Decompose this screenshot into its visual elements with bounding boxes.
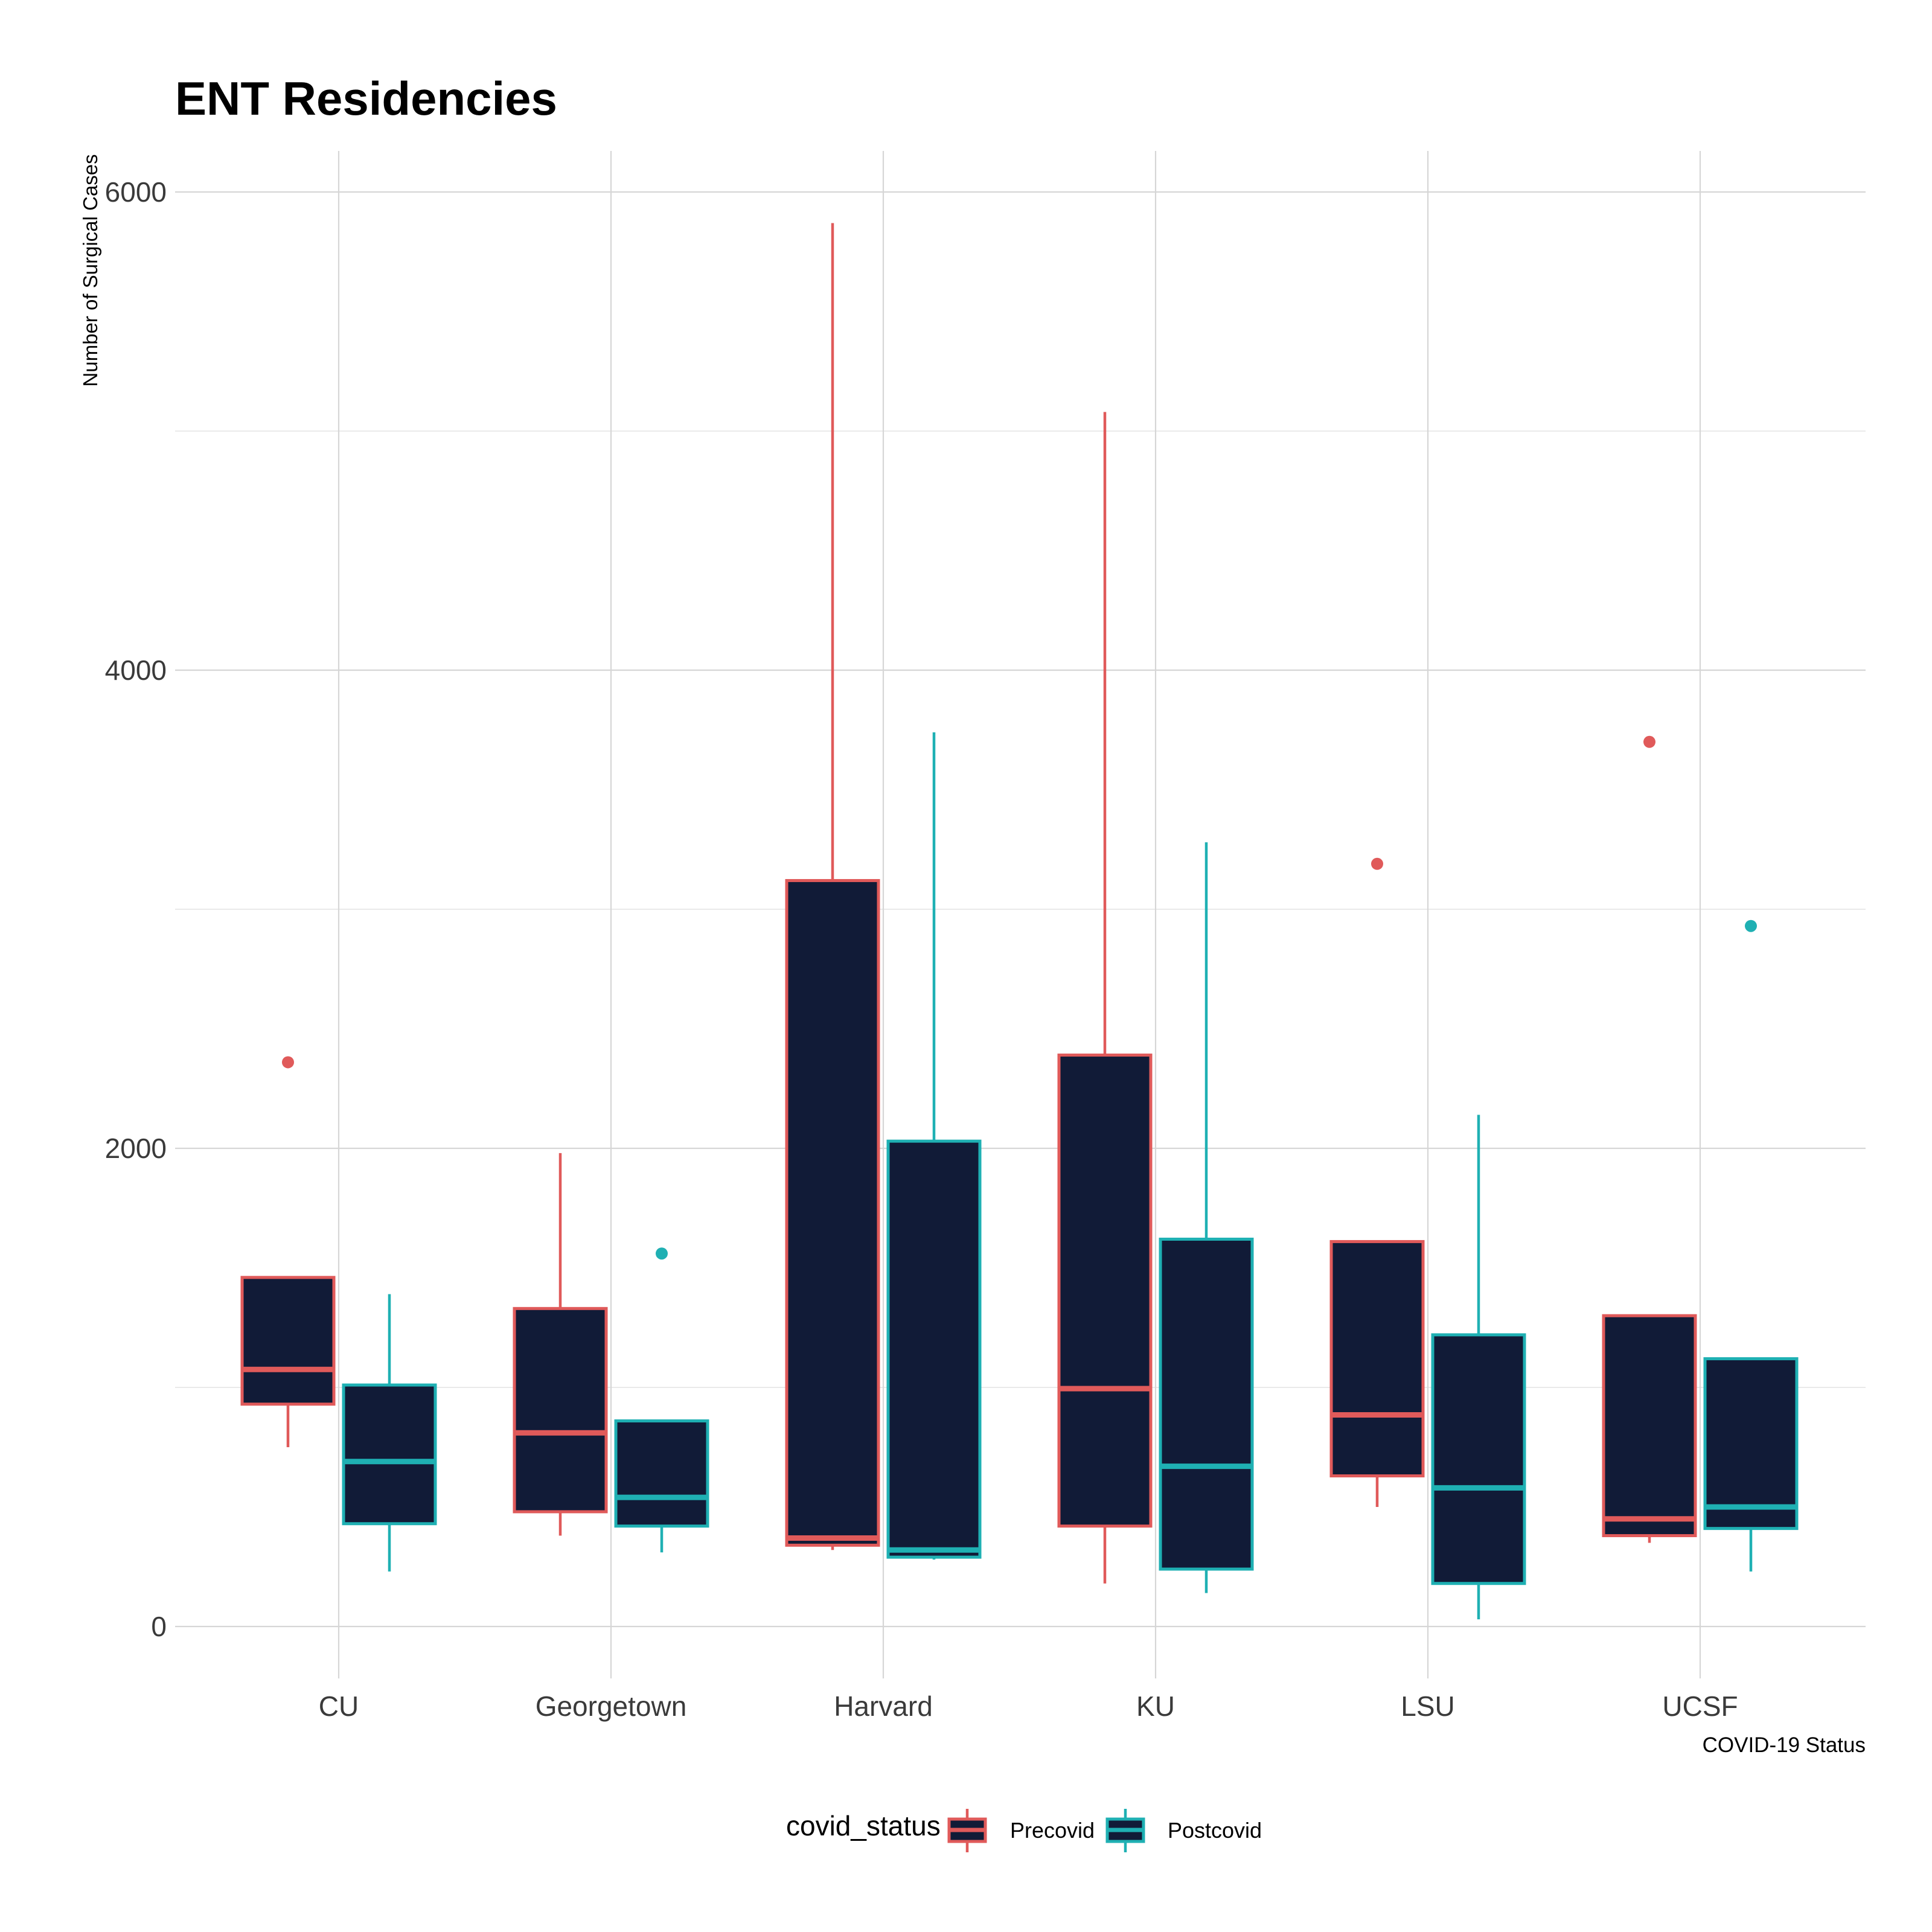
x-tick-label: UCSF (1662, 1690, 1738, 1722)
box-body (342, 1383, 437, 1526)
box-postcovid-ku (1159, 842, 1254, 1593)
x-tick-label: Harvard (834, 1690, 933, 1722)
box-body (785, 878, 880, 1547)
legend-items: Precovid Postcovid (947, 1809, 1262, 1852)
box-precovid-ucsf (1602, 735, 1697, 1543)
legend: covid_status Precovid Postcovid (786, 1809, 1262, 1852)
box-postcovid-ucsf (1703, 920, 1799, 1572)
legend-title: covid_status (786, 1810, 941, 1841)
box-precovid-lsu (1329, 857, 1425, 1507)
outlier-point (1643, 735, 1655, 748)
outlier-point (656, 1247, 668, 1260)
y-tick-label: 6000 (105, 176, 167, 208)
chart-title: ENT Residencies (175, 72, 557, 125)
box-postcovid-lsu (1431, 1115, 1526, 1620)
box-precovid-ku (1057, 412, 1153, 1584)
outlier-point (282, 1056, 294, 1069)
legend-item-precovid: Precovid (947, 1809, 1095, 1852)
y-axis-label: Number of Surgical Cases (79, 154, 101, 386)
box-body (1159, 1237, 1254, 1571)
box-precovid-georgetown (513, 1153, 608, 1536)
x-tick-label: CU (319, 1690, 359, 1722)
box-postcovid-georgetown (614, 1247, 709, 1553)
box-elements (240, 223, 1799, 1620)
x-tick-label: Georgetown (536, 1690, 687, 1722)
x-tick-label: KU (1136, 1690, 1175, 1722)
x-tick-label: LSU (1401, 1690, 1454, 1722)
legend-label: Precovid (1010, 1818, 1095, 1843)
box-postcovid-harvard (886, 732, 982, 1560)
box-body (886, 1139, 982, 1559)
box-body (614, 1419, 709, 1528)
grid-lines (175, 151, 1866, 1678)
legend-label: Postcovid (1168, 1818, 1262, 1843)
box-body (1329, 1239, 1425, 1478)
outlier-point (1745, 920, 1757, 932)
box-precovid-cu (240, 1056, 336, 1447)
box-body (1057, 1054, 1153, 1528)
y-tick-label: 4000 (105, 654, 167, 686)
y-tick-labels: 0 2000 4000 6000 (105, 176, 167, 1642)
box-body (1431, 1333, 1526, 1585)
box-body (1602, 1314, 1697, 1538)
box-body (1703, 1357, 1799, 1531)
x-tick-labels: CU Georgetown Harvard KU LSU UCSF (319, 1690, 1738, 1722)
outlier-point (1371, 857, 1383, 870)
y-tick-label: 2000 (105, 1133, 167, 1164)
box-body (240, 1276, 336, 1406)
box-postcovid-cu (342, 1294, 437, 1572)
legend-item-postcovid: Postcovid (1105, 1809, 1262, 1852)
x-axis-label: COVID-19 Status (1703, 1733, 1866, 1757)
box-body (513, 1307, 608, 1514)
y-tick-label: 0 (151, 1611, 167, 1642)
box-precovid-harvard (785, 223, 880, 1550)
